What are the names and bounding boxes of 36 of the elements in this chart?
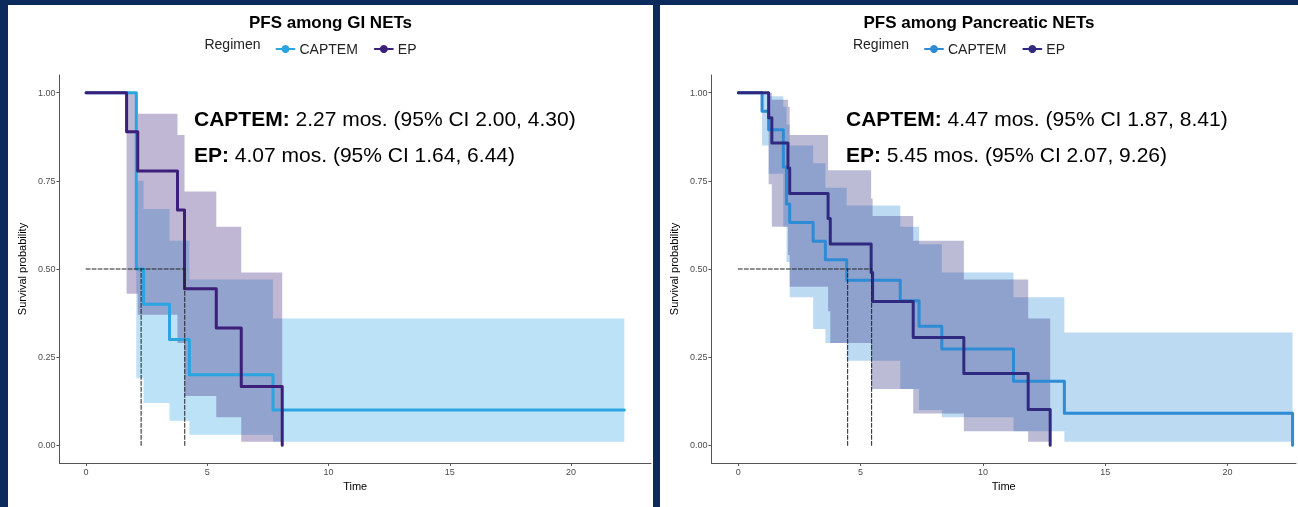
- x-tick-label: 10: [323, 466, 334, 477]
- x-tick-label: 0: [83, 466, 89, 477]
- y-tick-label: 0.75: [37, 175, 56, 186]
- legend-title: Regimen: [852, 36, 909, 52]
- x-tick-label: 20: [1222, 466, 1233, 477]
- x-tick-label: 5: [858, 466, 864, 477]
- x-tick-label: 10: [977, 466, 988, 477]
- annotation: CAPTEM: 2.27 mos. (95% CI 2.00, 4.30): [194, 107, 576, 130]
- y-axis-title: Survival probability: [667, 222, 680, 316]
- y-tick-label: 0.50: [689, 264, 708, 274]
- chart-title: PFS among GI NETs: [248, 13, 413, 32]
- x-tick-label: 5: [204, 466, 210, 477]
- x-tick-label: 15: [1100, 466, 1111, 477]
- legend-label: CAPTEM: [299, 41, 358, 57]
- x-tick-label: 0: [735, 466, 741, 477]
- legend-label: EP: [1046, 41, 1066, 57]
- y-tick-label: 0.25: [37, 352, 56, 363]
- y-axis-title: Survival probability: [15, 222, 28, 316]
- annotation: EP: 4.07 mos. (95% CI 1.64, 6.44): [194, 143, 515, 166]
- y-tick-label: 0.25: [689, 352, 708, 363]
- y-tick-label: 1.00: [37, 87, 56, 98]
- x-tick-label: 15: [444, 466, 455, 477]
- y-tick-label: 0.50: [37, 264, 56, 274]
- legend-title: Regimen: [204, 36, 261, 52]
- chart-title: PFS among Pancreatic NETs: [863, 13, 1095, 32]
- x-tick-label: 20: [565, 466, 576, 477]
- y-tick-label: 1.00: [689, 87, 708, 98]
- y-tick-label: 0.00: [689, 440, 708, 451]
- x-axis-title: Time: [991, 480, 1016, 493]
- y-tick-label: 0.75: [689, 175, 708, 186]
- legend-label: CAPTEM: [948, 41, 1007, 57]
- x-axis-title: Time: [343, 480, 368, 493]
- y-tick-label: 0.00: [37, 440, 56, 451]
- annotation: EP: 5.45 mos. (95% CI 2.07, 9.26): [846, 143, 1167, 166]
- legend-label: EP: [397, 41, 417, 57]
- annotation: CAPTEM: 4.47 mos. (95% CI 1.87, 8.41): [846, 107, 1228, 130]
